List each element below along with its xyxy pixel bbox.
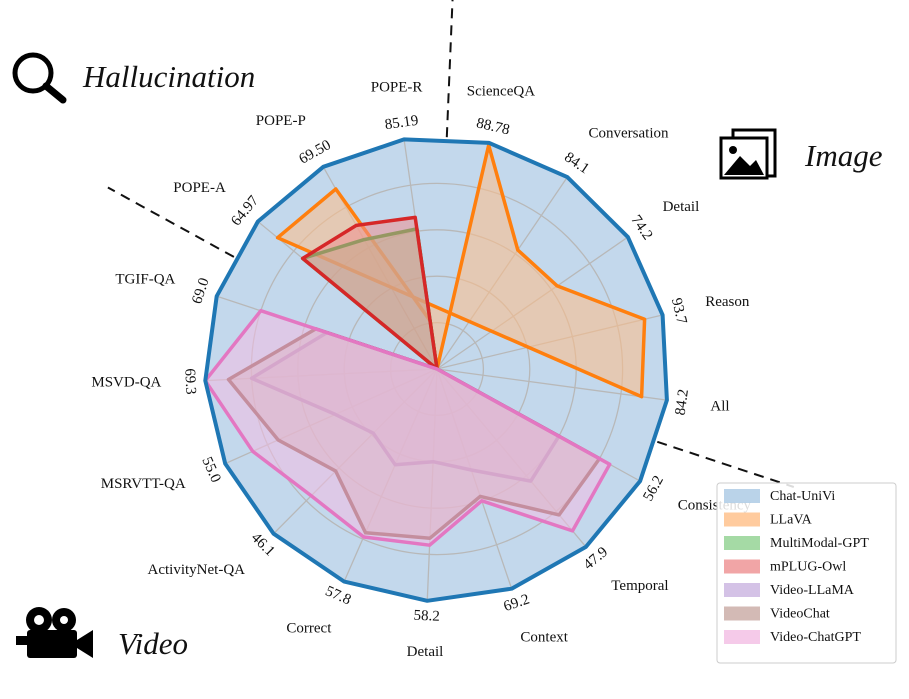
- legend-item-video-chatgpt: Video-ChatGPT: [724, 630, 861, 645]
- axis-label: Context: [520, 629, 568, 645]
- axis-value-label: 85.19: [384, 113, 420, 134]
- legend-item-video-llama: Video-LLaMA: [724, 583, 855, 598]
- axis-value-label: 55.0: [198, 455, 223, 485]
- outer-boundary: [203, 137, 669, 603]
- group-divider: [107, 186, 235, 258]
- legend-swatch: [724, 606, 760, 621]
- axis-value-label: 69.3: [181, 368, 198, 395]
- axis-value-label: 74.2: [627, 212, 655, 243]
- legend-swatch: [724, 630, 760, 644]
- axis-value-label: 58.2: [413, 608, 440, 625]
- grid-spoke: [436, 368, 667, 406]
- legend-label: Chat-UniVi: [770, 489, 835, 504]
- image-gallery-icon: [719, 128, 777, 180]
- legend-item-videochat: VideoChat: [724, 606, 830, 622]
- axis-value-label: 88.78: [475, 115, 511, 138]
- legend-swatch: [724, 489, 760, 503]
- axis-label: All: [710, 399, 729, 415]
- legend-item-llava: LLaVA: [724, 512, 813, 528]
- legend-item-multimodal-gpt: MultiModal-GPT: [724, 536, 869, 551]
- axis-value-label: 69.0: [189, 276, 212, 306]
- film-camera-icon: [16, 607, 93, 658]
- legend-label: MultiModal-GPT: [770, 536, 869, 551]
- legend-label: mPLUG-Owl: [770, 560, 846, 575]
- series-line-chat-univi: [203, 137, 669, 603]
- axis-value-label: 84.1: [561, 149, 592, 177]
- axis-label: Detail: [663, 199, 700, 215]
- series-mplug-owl: [300, 215, 439, 371]
- axis-label: Detail: [407, 644, 444, 660]
- group-dividers: [107, 0, 795, 488]
- axis-label: TGIF-QA: [115, 271, 175, 287]
- axis-label: Conversation: [589, 125, 669, 141]
- axis-value-label: 93.7: [668, 296, 690, 326]
- group-label-video: Video: [118, 626, 188, 661]
- series-video-chatgpt: [203, 308, 612, 547]
- axis-value-label: 69.2: [502, 591, 532, 615]
- axis-label: ActivityNet-QA: [148, 562, 246, 578]
- group-divider: [656, 440, 795, 488]
- legend-swatch: [724, 512, 760, 527]
- axis-label: ScienceQA: [467, 84, 535, 100]
- legend-label: Video-ChatGPT: [770, 630, 861, 645]
- group-label-image: Image: [804, 138, 883, 173]
- axis-label: MSRVTT-QA: [101, 476, 186, 492]
- axis-label: POPE-R: [371, 79, 423, 95]
- group-label-hallucination: Hallucination: [82, 59, 255, 94]
- magnifier-icon: [12, 52, 67, 104]
- legend-label: Video-LLaMA: [770, 583, 855, 598]
- axis-value-label: 84.2: [673, 388, 692, 416]
- axis-label: MSVD-QA: [91, 375, 161, 391]
- axis-label: Reason: [705, 294, 750, 310]
- legend-label: LLaVA: [770, 513, 813, 528]
- axis-label: POPE-A: [173, 180, 226, 196]
- legend-item-mplug-owl: mPLUG-Owl: [724, 559, 846, 575]
- group-divider: [445, 0, 454, 138]
- series-layer: [203, 143, 647, 547]
- legend-item-chat-univi: Chat-UniVi: [724, 489, 835, 504]
- axis-label: Temporal: [611, 578, 668, 594]
- axis-label: POPE-P: [256, 113, 306, 129]
- legend-swatch: [724, 536, 760, 550]
- axis-value-label: 57.8: [323, 583, 353, 608]
- legend-label: VideoChat: [770, 607, 830, 622]
- legend: Chat-UniVi LLaVA MultiModal-GPT mPLUG-Owl Vi…: [716, 482, 897, 664]
- legend-swatch: [724, 559, 760, 574]
- axis-value-label: 56.2: [640, 473, 667, 504]
- axis-value-label: 69.50: [296, 137, 333, 168]
- axis-label: Correct: [286, 621, 332, 637]
- legend-swatch: [724, 583, 760, 597]
